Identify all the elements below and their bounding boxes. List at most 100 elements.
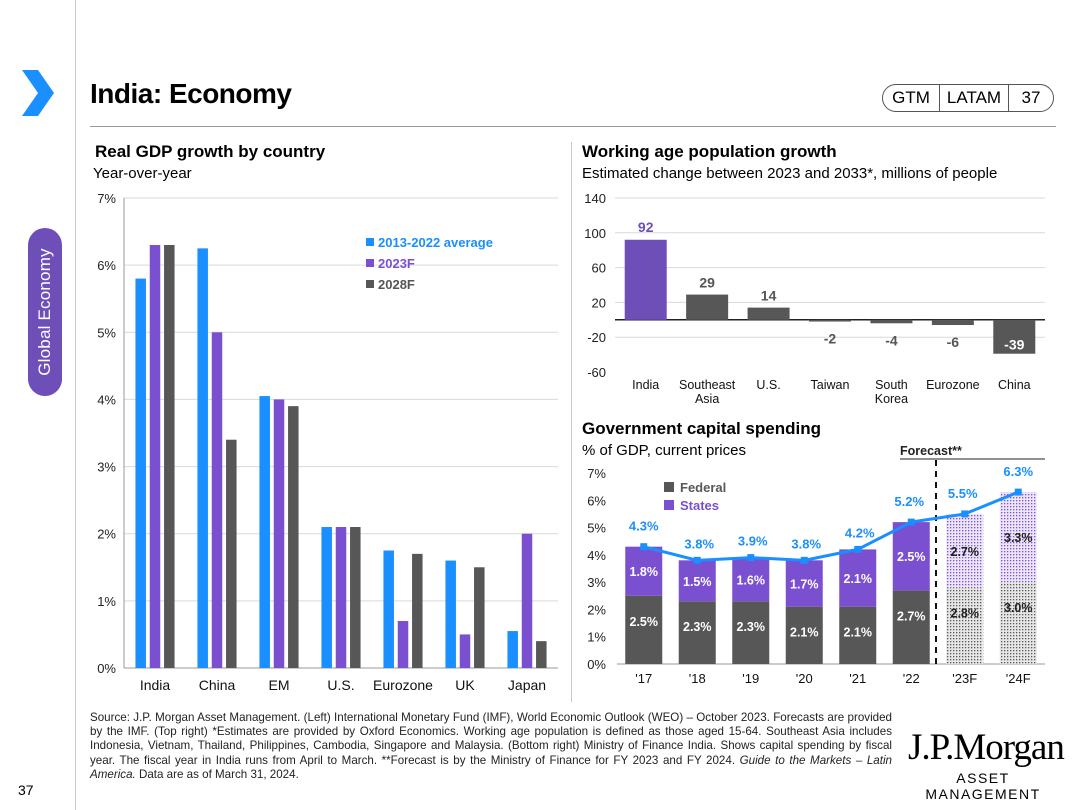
x-tick-label: '18 — [689, 671, 706, 686]
bar-2013-2022-average — [259, 396, 270, 668]
forecast-label: Forecast** — [900, 444, 962, 458]
bar-2023f — [397, 621, 409, 668]
x-tick-label: Taiwan — [811, 378, 850, 392]
states-label: 3.3% — [1004, 531, 1033, 545]
badge-gtm: GTM — [892, 88, 930, 107]
chart-divider — [571, 142, 572, 702]
x-tick-label: '23F — [952, 671, 977, 686]
bar-federal — [892, 590, 930, 664]
y-tick-label: 7% — [97, 191, 116, 206]
total-point — [800, 556, 808, 564]
gdp-growth-chart: 0% 1% 2% 3% 4% 5% 6% 7% India China EM U.S. Eurozone… — [97, 191, 558, 693]
section-tab-label: Global Economy — [35, 248, 54, 376]
x-tick-label: Korea — [875, 392, 908, 406]
x-tick-label: Eurozone — [926, 378, 980, 392]
bar-states — [785, 560, 823, 607]
bar-2023f — [459, 634, 471, 668]
bar-2028f — [226, 439, 237, 668]
legend-swatch-states — [664, 500, 674, 510]
data-label: -4 — [885, 332, 898, 348]
bar-2013-2022-average — [321, 527, 332, 668]
x-tick-label: Japan — [508, 677, 546, 693]
brand-logo: J.P.Morgan ASSET MANAGEMENT — [908, 727, 1065, 803]
data-label: -2 — [824, 331, 837, 347]
total-label: 5.5% — [948, 486, 978, 501]
legend-swatch-federal — [664, 482, 674, 492]
legend-label-states: States — [680, 498, 719, 513]
guide-badge: GTM LATAM 37 — [882, 84, 1054, 112]
page-number: 37 — [18, 782, 34, 798]
states-label: 1.5% — [683, 575, 712, 589]
bar-states — [678, 560, 716, 602]
badge-divider — [939, 85, 940, 111]
bar — [747, 307, 790, 320]
y-tick-label: 3% — [97, 460, 116, 475]
data-label: 14 — [761, 288, 777, 304]
y-tick-label: 140 — [584, 191, 606, 206]
bar-2023f — [521, 533, 533, 668]
total-point — [907, 518, 915, 526]
capital-spending-chart: 0% 1% 2% 3% 4% 5% 6% 7% '17 '18 '19 '20 '21 '22 '23F '2… — [587, 444, 1045, 686]
bar — [931, 319, 974, 326]
bar-2023f — [149, 245, 161, 668]
legend-label: 2013-2022 average — [378, 235, 493, 250]
chevron-right-icon[interactable] — [20, 70, 54, 116]
brand-subtitle: ASSET MANAGEMENT — [925, 770, 1041, 802]
bar-2028f — [474, 567, 485, 668]
bar-2028f — [350, 527, 361, 668]
bar-2023f — [335, 527, 347, 668]
legend-swatch — [366, 259, 374, 267]
source-text: Source: J.P. Morgan Asset Management. (L… — [90, 711, 892, 767]
gdp-chart-title: Real GDP growth by country — [95, 142, 326, 161]
federal-label: 3.0% — [1004, 601, 1033, 615]
y-tick-label: 5% — [97, 325, 116, 340]
legend-label: 2028F — [378, 277, 415, 292]
legend-label: 2023F — [378, 256, 415, 271]
y-tick-label: 6% — [97, 258, 116, 273]
section-tab-global-economy[interactable]: Global Economy — [28, 228, 62, 396]
bar-2028f — [412, 553, 423, 668]
bar-states — [892, 522, 930, 591]
y-tick-label: 4% — [587, 548, 606, 563]
bar-federal — [785, 606, 823, 664]
population-chart-title: Working age population growth — [582, 142, 837, 161]
y-tick-label: -60 — [587, 365, 606, 380]
y-tick-label: 1% — [587, 630, 606, 645]
badge-region: LATAM — [946, 88, 1002, 107]
badge-page-number: 37 — [1021, 88, 1041, 107]
x-tick-label: Eurozone — [373, 677, 433, 693]
y-tick-label: 0% — [587, 657, 606, 672]
total-point — [1014, 488, 1022, 496]
y-tick-label: 100 — [584, 226, 606, 241]
bar-2023f — [273, 399, 285, 668]
x-tick-label: '21 — [849, 671, 866, 686]
y-tick-label: -20 — [587, 330, 606, 345]
y-tick-label: 6% — [587, 493, 606, 508]
sidebar-divider — [75, 0, 76, 810]
bar-2028f — [288, 406, 299, 668]
total-point — [693, 556, 701, 564]
bar-states — [946, 513, 984, 588]
bar-federal — [678, 601, 716, 664]
y-tick-label: 2% — [97, 527, 116, 542]
badge-divider — [1008, 85, 1009, 111]
total-label: 3.9% — [738, 534, 768, 549]
total-label: 6.3% — [1003, 464, 1033, 479]
x-tick-label: India — [632, 378, 659, 392]
states-label: 2.7% — [951, 545, 980, 559]
bar — [686, 294, 729, 320]
data-label: 92 — [638, 219, 654, 235]
x-tick-label: India — [140, 677, 171, 693]
x-tick-label: U.S. — [756, 378, 780, 392]
y-tick-label: 0% — [97, 661, 116, 676]
total-point — [747, 554, 755, 562]
bar-states — [732, 557, 770, 602]
x-tick-label: Asia — [695, 392, 719, 406]
source-guide-title: Guide to the Markets – Latin America. — [90, 753, 892, 781]
states-label: 2.1% — [844, 572, 873, 586]
x-tick-label: U.S. — [327, 677, 354, 693]
brand-name: J.P.Morgan — [908, 727, 1065, 768]
x-tick-label: '19 — [742, 671, 759, 686]
states-label: 1.6% — [737, 573, 766, 587]
